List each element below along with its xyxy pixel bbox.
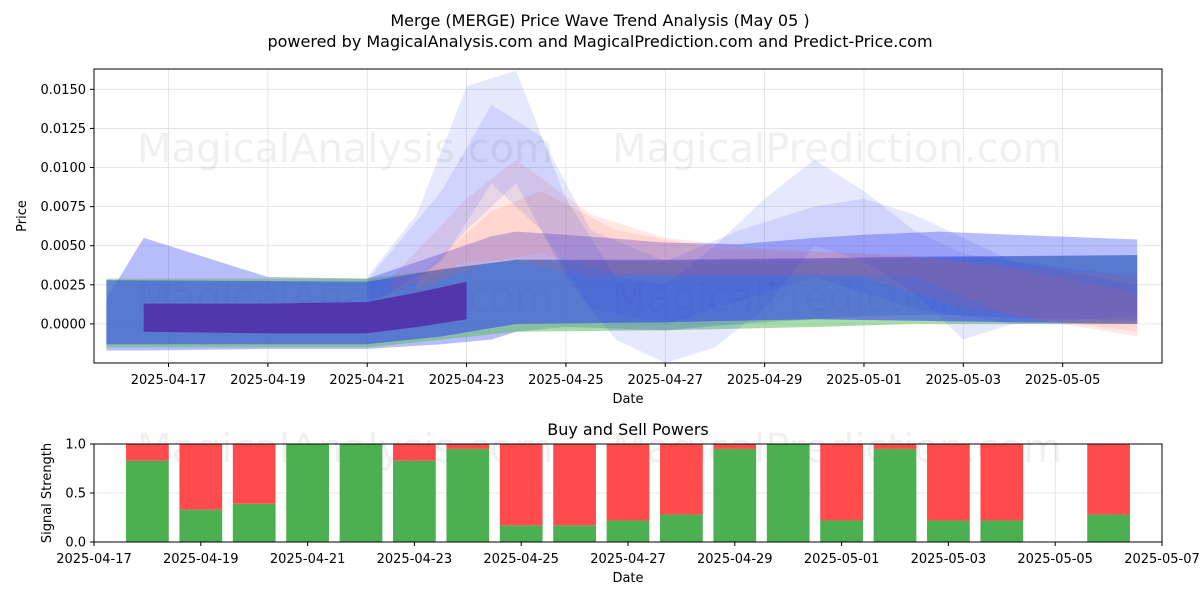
- price-y-tick-label: 0.0075: [41, 200, 87, 215]
- signal-x-tick-label: 2025-05-07: [1124, 552, 1200, 567]
- price-x-tick-label: 2025-04-17: [131, 373, 207, 388]
- sell-power-bar: [1087, 444, 1130, 515]
- signal-x-tick-label: 2025-04-17: [56, 552, 132, 567]
- price-wave-band: [392, 159, 1138, 332]
- signal-chart-title: Buy and Sell Powers: [547, 420, 709, 439]
- buy-power-bar: [766, 444, 810, 542]
- price-wave-bands: [106, 70, 1138, 363]
- price-wave-band: [367, 105, 1138, 324]
- sell-power-bar: [927, 444, 970, 521]
- price-x-tick-label: 2025-05-03: [926, 373, 1002, 388]
- buy-power-bar: [232, 503, 276, 542]
- buy-power-bar: [393, 460, 436, 542]
- signal-x-axis-label: Date: [612, 571, 643, 586]
- signal-x-tick-label: 2025-05-05: [1017, 552, 1093, 567]
- watermark-prediction: MagicalPrediction.com: [612, 126, 1062, 172]
- signal-y-tick-label: 1.0: [65, 438, 86, 453]
- buy-power-bar: [873, 448, 917, 542]
- buy-power-bar: [446, 448, 490, 542]
- price-y-axis: 0.0000 0.0025 0.0050 0.0075 0.0100 0.0125 0.01…: [41, 83, 94, 332]
- price-y-tick-label: 0.0000: [41, 317, 87, 332]
- price-y-tick-label: 0.0150: [41, 83, 87, 98]
- signal-panel: Buy and Sell Powers MagicalAnalysis.com …: [40, 420, 1200, 586]
- price-wave-band: [367, 70, 1138, 363]
- signal-x-tick-label: 2025-05-03: [911, 552, 987, 567]
- sell-power-bar: [232, 444, 276, 504]
- signal-x-tick-label: 2025-04-19: [163, 552, 239, 567]
- signal-x-tick-label: 2025-04-21: [270, 552, 346, 567]
- sell-power-bar: [499, 444, 543, 526]
- price-x-tick-label: 2025-05-05: [1025, 373, 1101, 388]
- buy-power-bar: [179, 509, 223, 542]
- signal-bars: [126, 444, 1130, 542]
- chart-title: Merge (MERGE) Price Wave Trend Analysis …: [390, 11, 809, 30]
- price-plot-frame: [93, 68, 1163, 364]
- signal-y-tick-label: 0.5: [65, 487, 86, 502]
- price-wave-band: [416, 191, 1138, 337]
- buy-power-bar: [980, 520, 1024, 542]
- price-x-tick-label: 2025-04-21: [329, 373, 405, 388]
- price-x-tick-label: 2025-05-01: [826, 373, 902, 388]
- sell-power-bar: [660, 444, 703, 515]
- watermark-analysis: MagicalAnalysis.com: [137, 126, 553, 172]
- sell-power-bar: [553, 444, 596, 526]
- buy-power-bar: [1087, 514, 1130, 542]
- signal-x-tick-label: 2025-04-27: [590, 552, 666, 567]
- sell-power-bar: [179, 444, 223, 510]
- buy-power-bar: [820, 520, 863, 542]
- price-wave-band: [143, 281, 467, 334]
- signal-x-tick-label: 2025-04-23: [377, 552, 453, 567]
- price-y-axis-label: Price: [15, 200, 30, 232]
- signal-y-axis: 0.0 0.5 1.0: [65, 438, 94, 551]
- buy-power-bar: [286, 444, 329, 542]
- buy-power-bar: [927, 520, 970, 542]
- signal-x-tick-label: 2025-04-29: [697, 552, 773, 567]
- price-x-axis: 2025-04-17 2025-04-19 2025-04-21 2025-04-23…: [131, 363, 1101, 388]
- buy-power-bar: [499, 525, 543, 542]
- sell-power-bar: [446, 444, 490, 449]
- sell-power-bar: [820, 444, 863, 521]
- price-x-tick-label: 2025-04-27: [627, 373, 703, 388]
- buy-power-bar: [606, 520, 650, 542]
- buy-power-bar: [713, 448, 757, 542]
- buy-power-bar: [126, 460, 169, 542]
- buy-power-bar: [339, 444, 383, 542]
- signal-x-tick-label: 2025-05-01: [804, 552, 880, 567]
- signal-y-tick-label: 0.0: [65, 536, 86, 551]
- sell-power-bar: [126, 444, 169, 461]
- price-x-tick-label: 2025-04-19: [230, 373, 306, 388]
- signal-x-tick-label: 2025-04-25: [483, 552, 559, 567]
- price-y-tick-label: 0.0025: [41, 278, 87, 293]
- sell-power-bar: [606, 444, 650, 521]
- sell-power-bar: [873, 444, 917, 449]
- price-x-tick-label: 2025-04-29: [727, 373, 803, 388]
- price-x-axis-label: Date: [612, 392, 643, 407]
- price-x-tick-label: 2025-04-25: [528, 373, 604, 388]
- price-y-tick-label: 0.0125: [41, 122, 87, 137]
- buy-power-bar: [660, 514, 703, 542]
- price-y-tick-label: 0.0100: [41, 161, 87, 176]
- chart-subtitle: powered by MagicalAnalysis.com and Magic…: [267, 32, 932, 51]
- signal-y-axis-label: Signal Strength: [40, 443, 55, 543]
- signal-x-axis: 2025-04-17 2025-04-19 2025-04-21 2025-04-23…: [56, 542, 1200, 567]
- sell-power-bar: [393, 444, 436, 461]
- price-panel: MagicalAnalysis.com MagicalPrediction.co…: [15, 68, 1163, 407]
- price-x-tick-label: 2025-04-23: [429, 373, 505, 388]
- sell-power-bar: [713, 444, 757, 449]
- buy-power-bar: [553, 525, 596, 542]
- sell-power-bar: [980, 444, 1024, 521]
- price-y-tick-label: 0.0050: [41, 239, 87, 254]
